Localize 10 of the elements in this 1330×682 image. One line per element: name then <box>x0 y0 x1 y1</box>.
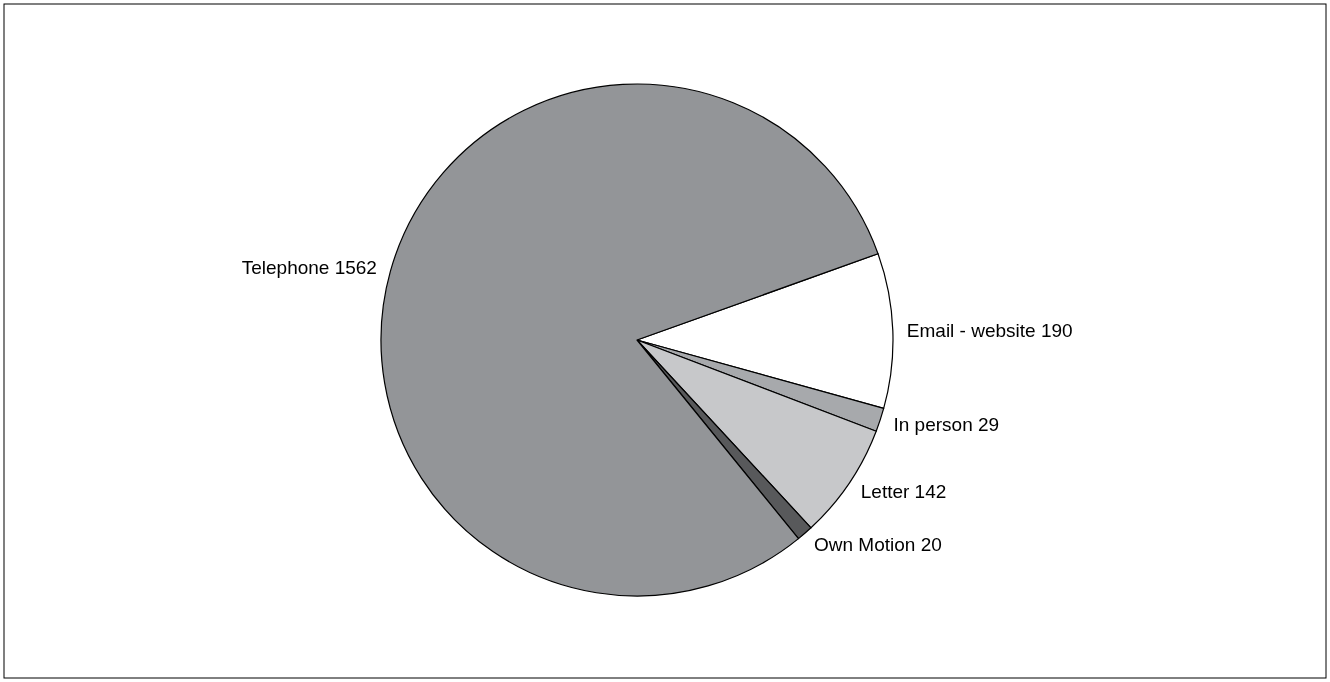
slice-label: Email - website <box>906 319 1036 341</box>
data-label: 29 <box>978 413 1000 435</box>
data-label: 20 <box>920 533 942 555</box>
slice-label: Own Motion <box>814 533 916 555</box>
data-label: 190 <box>1040 319 1073 341</box>
slice-label: Telephone <box>241 257 330 279</box>
data-label: 1562 <box>334 257 377 279</box>
slice-label: Letter <box>860 480 911 502</box>
slice-label: In person <box>893 413 973 435</box>
data-label: 142 <box>914 480 947 502</box>
